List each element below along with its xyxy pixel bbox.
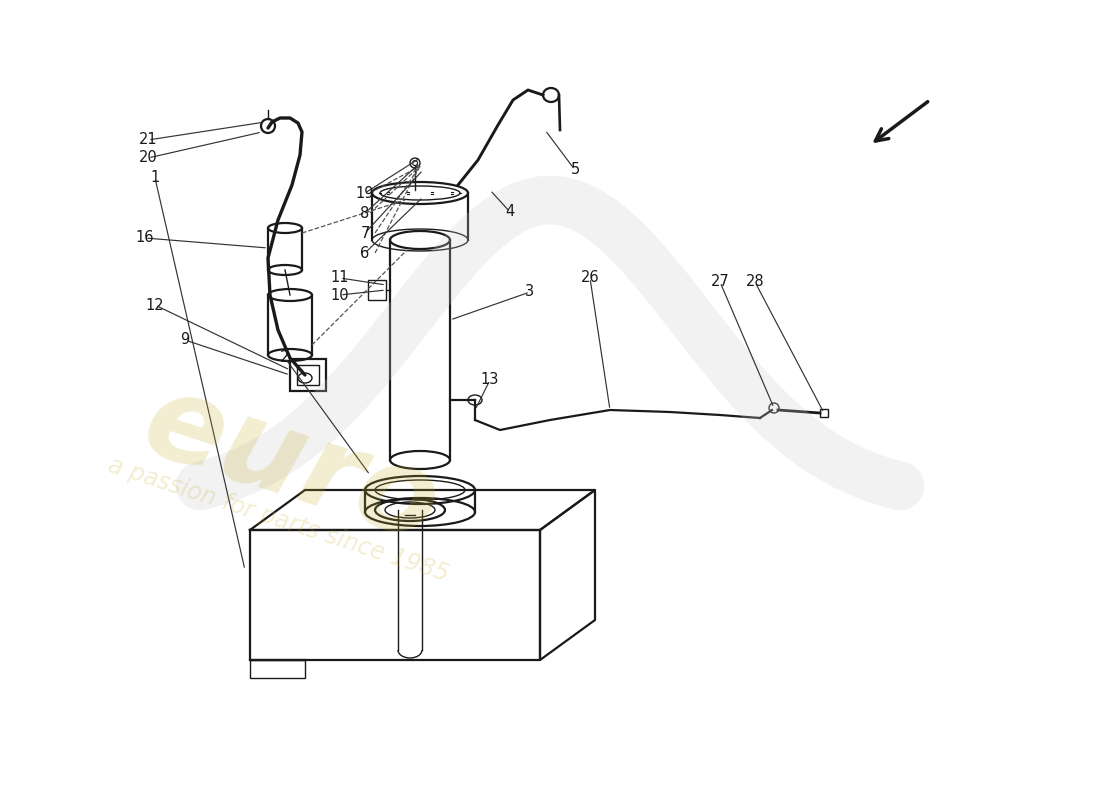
Text: 28: 28 [746,274,764,290]
Text: 26: 26 [581,270,600,286]
Bar [297,365,319,385]
Text: 7: 7 [361,226,370,241]
Text: 16: 16 [135,230,154,246]
Text: 5: 5 [571,162,580,178]
Text: 10: 10 [331,287,350,302]
Text: 6: 6 [361,246,370,261]
Text: 21: 21 [139,133,157,147]
Text: 12: 12 [145,298,164,313]
Text: euro: euro [130,363,454,566]
Text: 13: 13 [481,373,499,387]
Bar [368,280,386,300]
Text: 9: 9 [180,333,189,347]
Text: 11: 11 [331,270,350,286]
Text: 19: 19 [355,186,374,201]
Text: 4: 4 [505,205,515,219]
Bar [250,660,305,678]
Text: 2: 2 [280,350,289,366]
Bar [820,409,828,417]
Text: 20: 20 [139,150,157,166]
Text: 8: 8 [361,206,370,221]
Text: 1: 1 [151,170,160,186]
Text: 3: 3 [526,285,535,299]
Bar [290,359,326,391]
Text: a passion for parts since 1985: a passion for parts since 1985 [104,454,452,586]
Text: 27: 27 [711,274,729,290]
